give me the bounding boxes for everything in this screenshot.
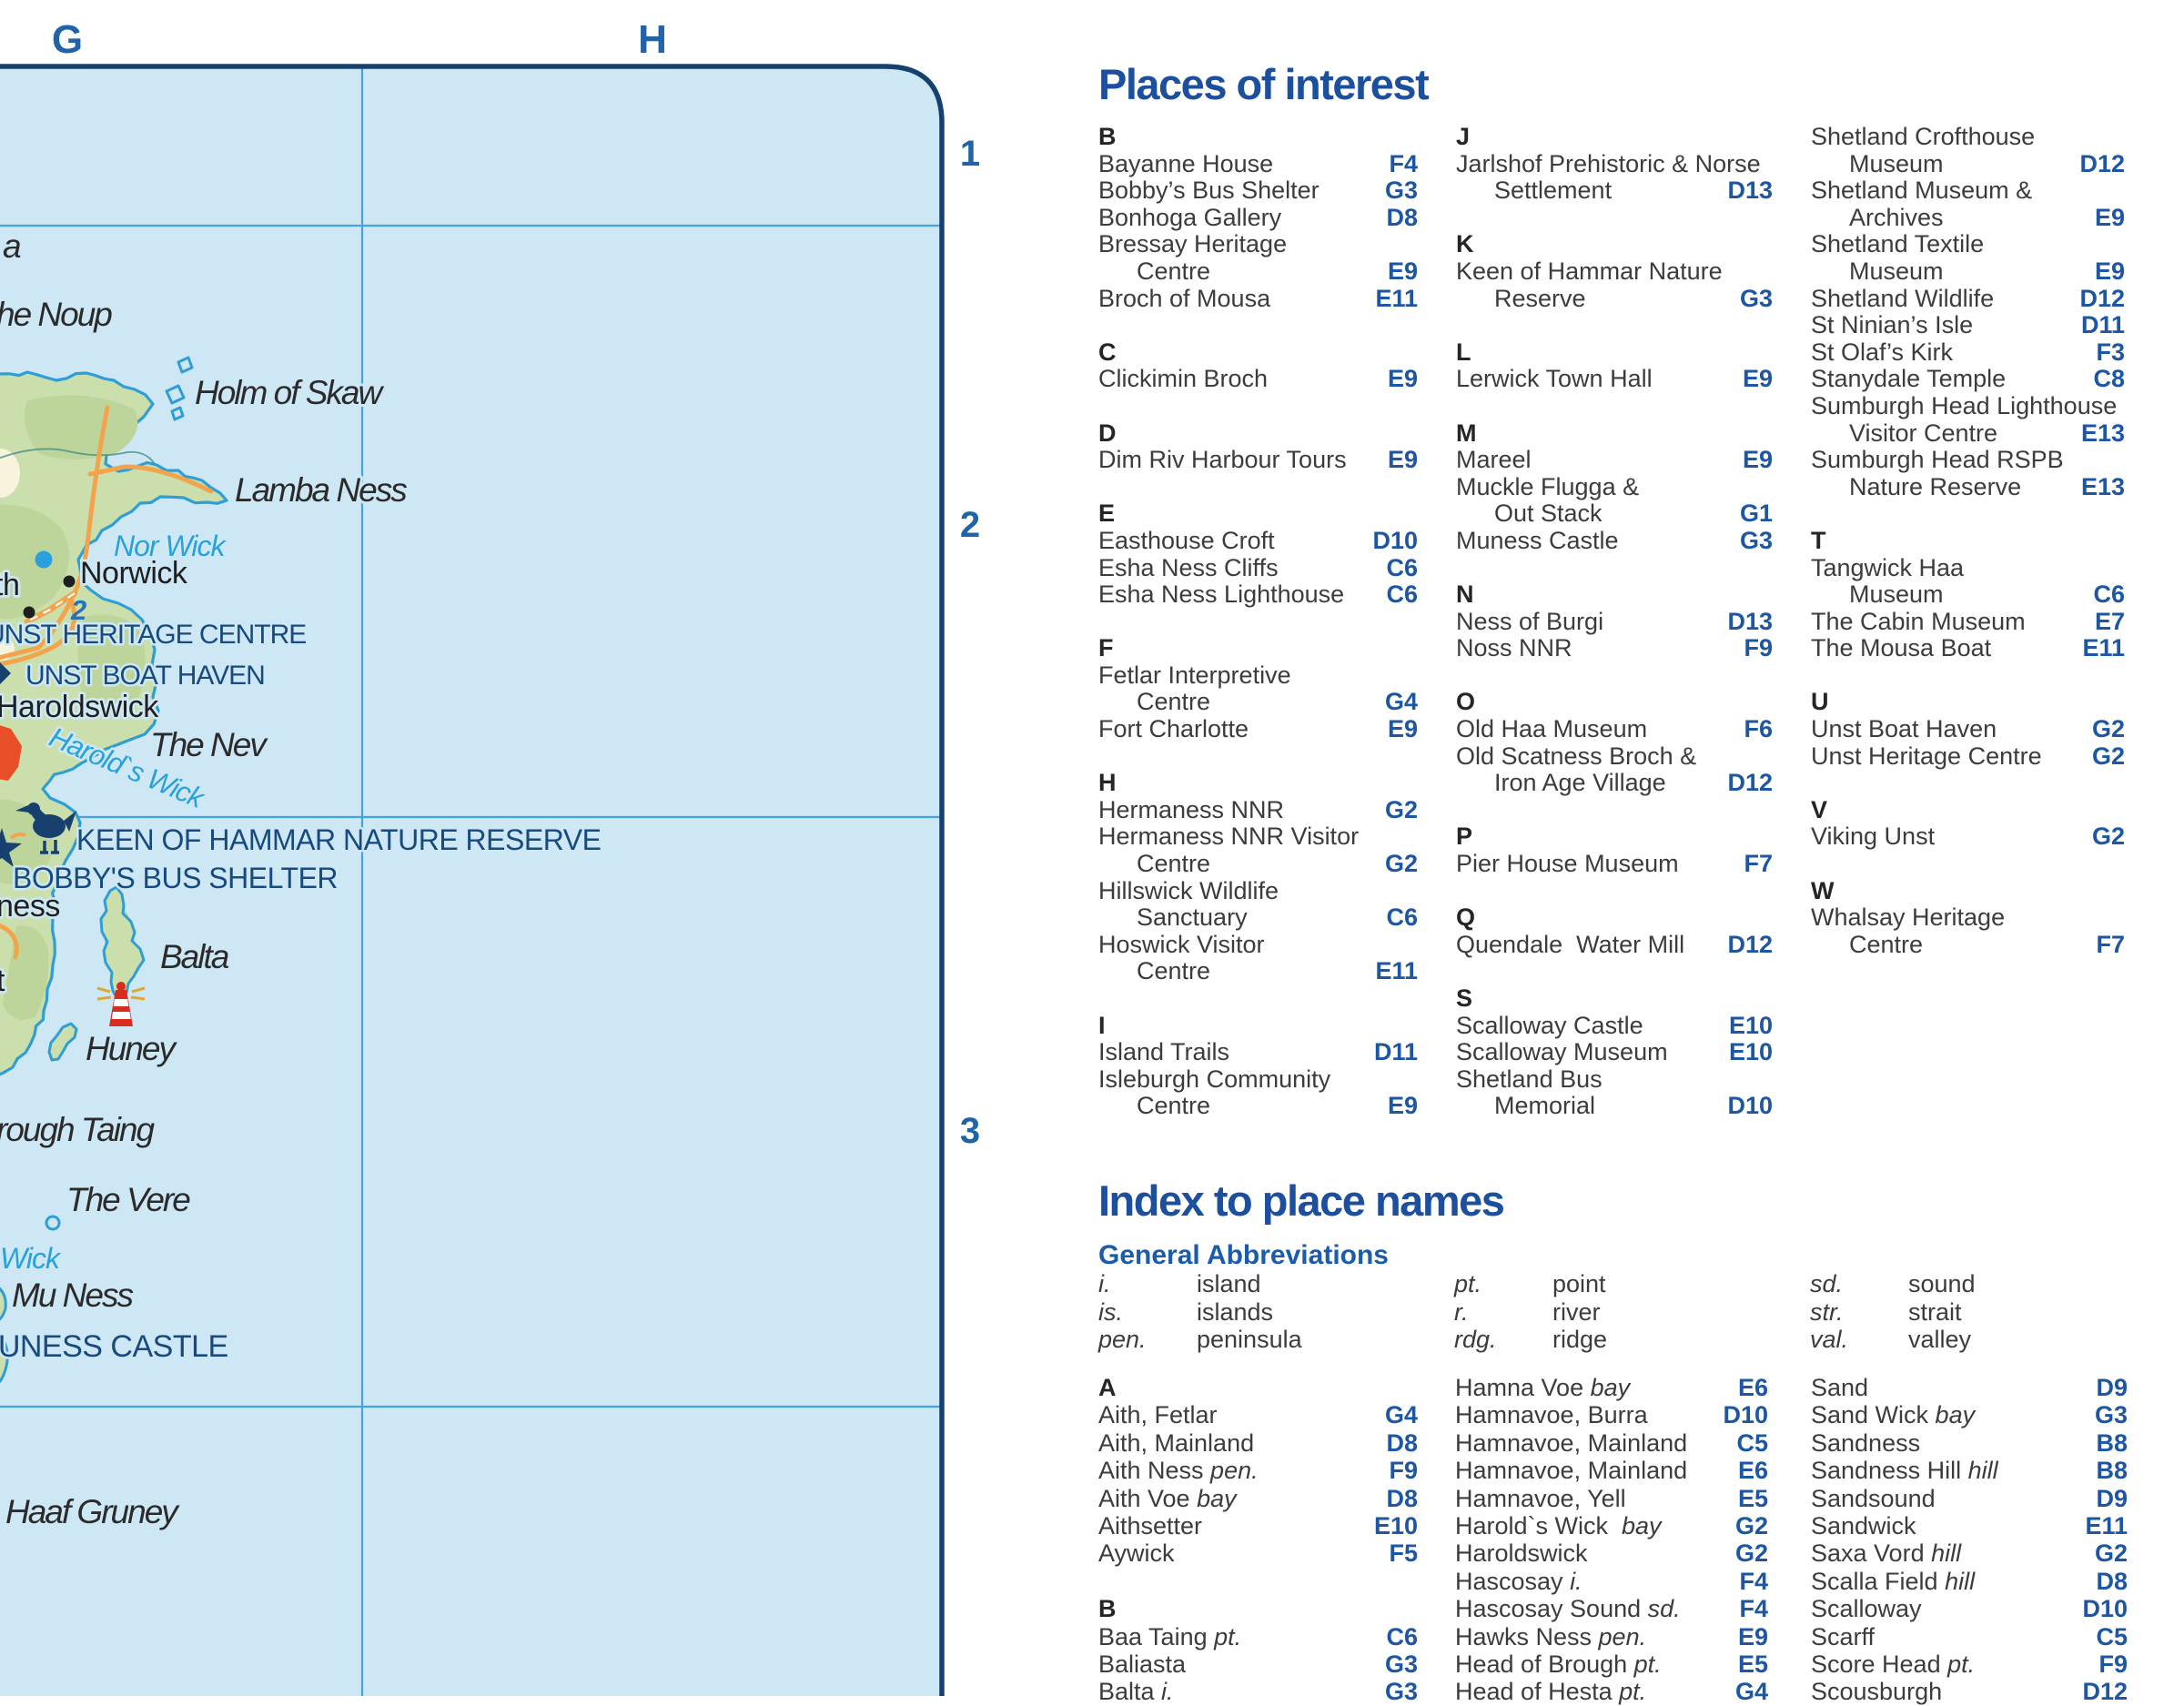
svg-text:Wick: Wick [0, 1242, 62, 1275]
svg-text:1: 1 [960, 134, 980, 174]
svg-text:Norwick: Norwick [80, 556, 188, 591]
svg-text:H: H [638, 17, 667, 62]
svg-text:G: G [52, 17, 83, 62]
svg-text:ness: ness [0, 889, 60, 924]
svg-text:The Nev: The Nev [150, 726, 268, 763]
svg-text:Haroldswick: Haroldswick [0, 690, 159, 724]
svg-text:The Vere: The Vere [66, 1181, 190, 1218]
svg-text:3: 3 [960, 1111, 980, 1151]
svg-text:2: 2 [70, 594, 86, 626]
svg-text:MUNESS CASTLE: MUNESS CASTLE [0, 1329, 228, 1364]
svg-text:a: a [3, 227, 21, 265]
svg-text:UNST HERITAGE CENTRE: UNST HERITAGE CENTRE [0, 620, 306, 650]
svg-text:Balta: Balta [160, 938, 229, 975]
svg-text:Haaf Gruney: Haaf Gruney [5, 1493, 180, 1530]
svg-text:Nor Wick: Nor Wick [114, 530, 227, 562]
svg-text:2: 2 [960, 505, 980, 545]
svg-text:he Noup: he Noup [0, 296, 112, 333]
svg-text:th: th [0, 568, 19, 602]
svg-text:rough Taing: rough Taing [0, 1111, 155, 1148]
svg-text:KEEN OF HAMMAR NATURE RESERVE: KEEN OF HAMMAR NATURE RESERVE [76, 823, 601, 856]
svg-text:Mu Ness: Mu Ness [12, 1277, 133, 1314]
svg-text:Lamba Ness: Lamba Ness [235, 471, 407, 509]
svg-text:UNST BOAT HAVEN: UNST BOAT HAVEN [25, 661, 265, 691]
svg-text:BOBBY'S BUS SHELTER: BOBBY'S BUS SHELTER [13, 862, 338, 894]
svg-text:Holm of Skaw: Holm of Skaw [195, 374, 385, 411]
svg-text:Huney: Huney [86, 1030, 177, 1067]
svg-text:t: t [0, 964, 5, 998]
